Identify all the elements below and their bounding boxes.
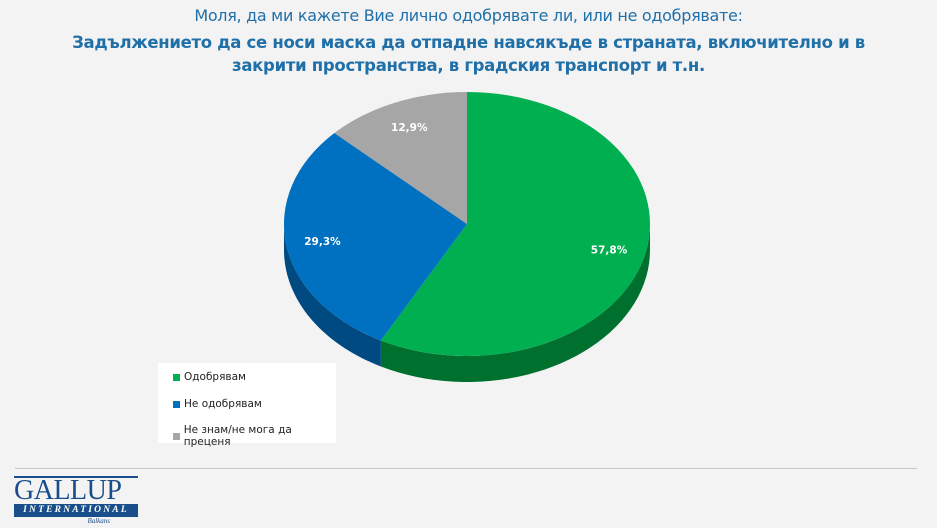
legend-item-approve: Одобрявам [173, 371, 246, 383]
data-label-0: 57,8% [591, 245, 628, 257]
chart-title: Задължението да се носи маска да отпадне… [72, 33, 865, 75]
legend-label: Не знам/не мога да преценя [183, 424, 292, 448]
pie-slice-1 [283, 133, 467, 341]
legend-label: Одобрявам [184, 371, 246, 383]
logo-name: GALLUP [14, 476, 138, 505]
legend-swatch [173, 373, 180, 381]
pie-slice-0 [380, 92, 650, 356]
logo-sub: INTERNATIONAL [14, 504, 138, 517]
legend-swatch [173, 400, 180, 408]
logo-region: Balkans [87, 517, 110, 525]
legend-swatch [173, 432, 180, 440]
pie-side-1 [284, 224, 381, 367]
pie-side-0 [380, 224, 650, 382]
legend-item-dont-know: Не знам/не мога да преценя [173, 424, 336, 448]
pie-slice-2 [334, 92, 467, 224]
legend: Одобрявам Не одобрявам Не знам/не мога д… [158, 363, 336, 448]
data-label-1: 29,3% [304, 236, 341, 248]
gallup-logo: GALLUP INTERNATIONAL Balkans [14, 476, 138, 525]
legend-item-disapprove: Не одобрявам [173, 398, 262, 410]
legend-label: Не одобрявам [184, 398, 262, 410]
footer-divider [15, 468, 917, 469]
data-label-2: 12,9% [391, 122, 428, 134]
survey-question: Моля, да ми кажете Вие лично одобрявате … [194, 6, 743, 25]
